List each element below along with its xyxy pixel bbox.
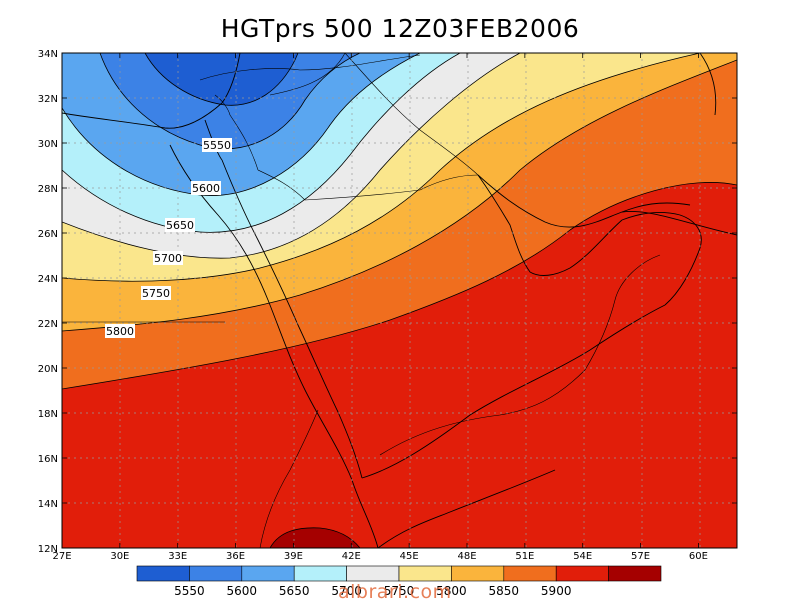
colorbar-swatch (398, 565, 452, 582)
map-frame (61, 52, 738, 549)
border-saudi-oman (584, 254, 661, 371)
colorbar-label: 5750 (384, 584, 415, 598)
mediterranean-coast (62, 53, 241, 129)
colorbar-swatch (555, 565, 609, 582)
border-iraq-iran (344, 53, 479, 176)
chart-title: HGTprs 500 12Z03FEB2006 (220, 14, 580, 43)
axis-ticks (61, 52, 737, 549)
lon-tick-label: 60E (689, 551, 708, 562)
lon-tick-label: 45E (400, 551, 419, 562)
borders (62, 53, 661, 548)
border-jordan (229, 114, 259, 171)
lat-tick-label: 22N (38, 319, 58, 330)
border-turkey (199, 54, 421, 81)
lon-tick-label: 48E (457, 551, 476, 562)
lat-tick-label: 26N (38, 229, 58, 240)
gulf-of-aden-south (377, 469, 556, 548)
lat-tick-label: 34N (38, 49, 58, 60)
lat-tick-label: 28N (38, 184, 58, 195)
colorbar-swatch (241, 565, 295, 582)
contour-label-5550: 5550 (203, 139, 231, 152)
contour-label-5800: 5800 (106, 325, 134, 338)
colorbar-swatch (503, 565, 557, 582)
longitude-labels: 27E 30E 33E 36E 39E 42E 45E 48E 51E 54E 57E 60E (52, 551, 707, 562)
colorbar-swatch (451, 565, 505, 582)
red-sea-east-coast (221, 159, 363, 479)
colorbar-swatch (189, 565, 243, 582)
colorbar-swatch (346, 565, 400, 582)
lon-tick-label: 36E (226, 551, 245, 562)
contour-lines (62, 53, 737, 548)
colorbar-label: 5650 (279, 584, 310, 598)
contour-label-5600: 5600 (192, 182, 220, 195)
border-syria-lebanon (214, 94, 231, 116)
lon-tick-label: 33E (168, 551, 187, 562)
lat-tick-label: 30N (38, 139, 58, 150)
border-iraq-syria (269, 53, 346, 96)
lat-tick-label: 24N (38, 274, 58, 285)
colorbar-label: 5800 (436, 584, 467, 598)
colorbar-swatch (136, 565, 190, 582)
persian-gulf-south (477, 174, 623, 276)
border-saudi-jordan (257, 169, 306, 201)
colorbar (136, 565, 662, 582)
contour-label-5700: 5700 (154, 252, 182, 265)
arabia-south-coast (361, 304, 666, 479)
lon-tick-label: 30E (110, 551, 129, 562)
watermark-text: albrari.com (338, 581, 452, 603)
iran-coast-east (621, 202, 691, 213)
colorbar-label: 5600 (227, 584, 258, 598)
lon-tick-label: 39E (284, 551, 303, 562)
lat-tick-label: 32N (38, 94, 58, 105)
colorbar-labels: 5550 5600 5650 5700 5750 5800 5850 5900 (174, 584, 571, 598)
lon-tick-label: 54E (573, 551, 592, 562)
colorbar-label: 5700 (331, 584, 362, 598)
band-5850-5900-south (270, 527, 360, 548)
lon-tick-label: 42E (342, 551, 361, 562)
lat-tick-label: 14N (38, 499, 58, 510)
lat-tick-label: 18N (38, 409, 58, 420)
colorbar-swatch (608, 565, 662, 582)
colorbar-label: 5900 (541, 584, 572, 598)
band-below-5500 (145, 53, 298, 106)
caspian-south (699, 53, 717, 116)
oman-coast (621, 212, 702, 306)
lat-tick-label: 20N (38, 364, 58, 375)
latitude-labels: 12N 14N 16N 18N 20N 22N 24N 26N 28N 30N 32N 34N (38, 49, 58, 555)
persian-gulf-north (477, 174, 737, 236)
lat-tick-label: 16N (38, 454, 58, 465)
contour-labels: 5550 5600 5650 5700 5750 5800 (105, 138, 232, 338)
lon-tick-label: 57E (631, 551, 650, 562)
gridlines (62, 53, 737, 548)
lon-tick-label: 51E (515, 551, 534, 562)
colorbar-swatch (293, 565, 347, 582)
contour-label-5650: 5650 (166, 219, 194, 232)
colorbar-label: 5550 (174, 584, 205, 598)
lon-tick-label: 27E (52, 551, 71, 562)
contour-label-5750: 5750 (142, 287, 170, 300)
border-saudi-iraq (304, 174, 479, 201)
border-saudi-yemen (379, 369, 586, 456)
border-sudan-ethiopia (259, 409, 319, 548)
colorbar-label: 5850 (489, 584, 520, 598)
lat-tick-label: 12N (38, 544, 58, 555)
